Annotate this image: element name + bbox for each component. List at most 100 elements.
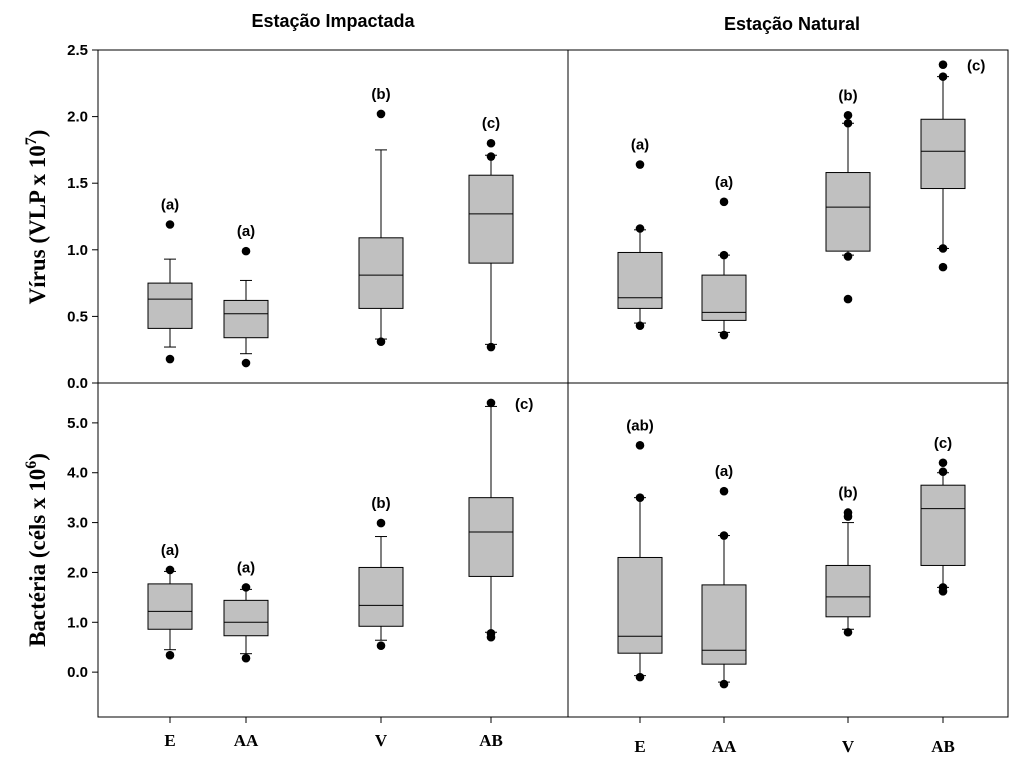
x-tick-label: AA — [712, 737, 737, 756]
outlier-point — [843, 508, 853, 517]
significance-group-label: (a) — [715, 174, 733, 191]
interquartile-box — [920, 484, 966, 566]
box-ab: (c) — [468, 115, 514, 352]
interquartile-box — [920, 118, 966, 190]
y-tick-label: 4.0 — [67, 465, 88, 482]
outlier-point — [165, 354, 175, 364]
y-axis-label-virus-main: Vírus (VLP x 10 — [25, 145, 50, 304]
outlier-point — [635, 441, 645, 450]
x-tick-label: V — [375, 731, 388, 750]
interquartile-box — [358, 237, 404, 309]
outlier-point — [719, 531, 729, 540]
interquartile-box — [468, 497, 514, 577]
outlier-point — [376, 109, 386, 119]
box-aa: (a) — [223, 223, 269, 368]
outlier-point — [376, 518, 386, 528]
y-axis-label-virus-text: Vírus (VLP x 107) — [23, 130, 50, 305]
y-tick-label: 5.0 — [67, 415, 88, 432]
y-tick-label: 3.0 — [67, 515, 88, 532]
x-tick-label: E — [634, 737, 645, 756]
box-v: (b) — [358, 86, 404, 347]
outlier-point — [938, 583, 948, 592]
y-axis-ticks: 0.0 0.5 1.0 1.5 2.0 2.5 0.0 1.0 2.0 3.0 4.0 5.0 — [67, 42, 98, 681]
x-tick-label: AB — [479, 731, 503, 750]
x-tick-label: AB — [931, 737, 955, 756]
box-v: (b) — [825, 87, 871, 304]
outlier-point — [938, 72, 948, 81]
outlier-point — [843, 294, 853, 304]
significance-group-label: (a) — [161, 542, 179, 559]
outlier-point — [843, 110, 853, 120]
interquartile-box — [223, 299, 269, 339]
box-ab: (c) — [920, 435, 966, 596]
box-e: (a) — [147, 542, 193, 660]
x-axis-ticks: E AA V AB E AA V AB — [164, 717, 955, 756]
outlier-point — [719, 679, 729, 689]
outlier-point — [719, 330, 729, 340]
outlier-point — [241, 246, 251, 256]
outlier-point — [635, 672, 645, 682]
interquartile-box — [468, 174, 514, 264]
box-e: (ab) — [617, 417, 663, 682]
interquartile-box — [147, 583, 193, 630]
column-title-impactada: Estação Impactada — [251, 11, 415, 31]
significance-group-label: (c) — [967, 58, 985, 75]
outlier-point — [843, 252, 853, 261]
interquartile-box — [358, 566, 404, 627]
outlier-point — [635, 321, 645, 331]
significance-group-label: (a) — [237, 223, 255, 240]
y-tick-label: 2.0 — [67, 109, 88, 126]
box-ab: (c) — [468, 396, 533, 642]
outlier-point — [241, 653, 251, 663]
outlier-point — [376, 337, 386, 347]
y-axis-label-bacteria-exponent: 6 — [23, 461, 40, 469]
y-tick-label: 0.0 — [67, 375, 88, 392]
significance-group-label: (a) — [161, 196, 179, 213]
y-axis-label-virus-exponent: 7 — [23, 137, 40, 145]
outlier-point — [165, 650, 175, 660]
outlier-point — [635, 160, 645, 169]
outlier-point — [938, 458, 948, 468]
y-axis-label-bacteria-main: Bactéria (céls x 10 — [25, 469, 50, 647]
outlier-point — [486, 138, 496, 148]
interquartile-box — [701, 274, 747, 321]
column-title-natural: Estação Natural — [724, 14, 860, 34]
significance-group-label: (a) — [631, 137, 649, 154]
outlier-point — [635, 224, 645, 233]
outlier-point — [241, 358, 251, 368]
interquartile-box — [617, 251, 663, 309]
outlier-point — [843, 627, 853, 637]
x-tick-label: AA — [234, 731, 259, 750]
y-axis-label-virus-close: ) — [25, 130, 50, 138]
significance-group-label: (a) — [715, 463, 733, 480]
outlier-point — [938, 244, 948, 253]
outlier-point — [486, 398, 496, 408]
interquartile-box — [701, 584, 747, 665]
outlier-point — [719, 250, 729, 260]
significance-group-label: (c) — [934, 435, 952, 452]
y-axis-label-bacteria-text: Bactéria (céls x 106) — [23, 453, 50, 647]
x-tick-label: E — [164, 731, 175, 750]
outlier-point — [635, 493, 645, 502]
y-tick-label: 0.5 — [67, 308, 88, 325]
outlier-point — [938, 60, 948, 69]
outlier-point — [241, 583, 251, 592]
outlier-point — [938, 467, 948, 477]
box-e: (a) — [147, 196, 193, 364]
outlier-point — [486, 628, 496, 638]
significance-group-label: (ab) — [626, 417, 654, 434]
significance-group-label: (b) — [838, 485, 857, 502]
interquartile-box — [223, 599, 269, 637]
box-e: (a) — [617, 137, 663, 331]
y-axis-label-bacteria-close: ) — [25, 453, 50, 461]
y-tick-label: 1.0 — [67, 242, 88, 259]
outlier-point — [165, 565, 175, 575]
interquartile-box — [825, 564, 871, 618]
outlier-point — [486, 342, 496, 352]
outlier-point — [938, 262, 948, 272]
box-aa: (a) — [223, 559, 269, 663]
box-aa: (a) — [701, 174, 747, 340]
y-tick-label: 0.0 — [67, 664, 88, 681]
interquartile-box — [825, 172, 871, 252]
